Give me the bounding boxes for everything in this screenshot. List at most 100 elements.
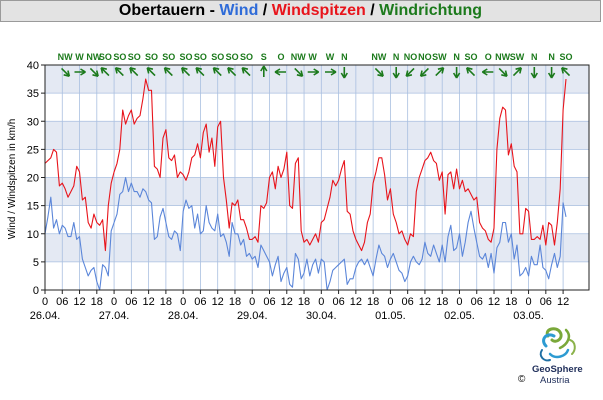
direction-arrow-shape	[114, 66, 124, 77]
direction-arrow-shape	[100, 66, 110, 77]
x-tick-label: 06	[263, 296, 275, 308]
direction-arrow	[195, 66, 205, 77]
direction-arrow-shape	[481, 68, 494, 76]
direction-label: S	[261, 52, 267, 62]
y-tick-label: 40	[27, 60, 39, 72]
direction-label: NO	[418, 52, 432, 62]
y-tick-label: 0	[33, 285, 39, 297]
date-label: 28.04.	[168, 310, 199, 322]
chart-title: Obertauern - Wind / Windspitzen / Windri…	[0, 0, 601, 22]
direction-arrow-shape	[325, 68, 337, 76]
x-tick-label: 0	[249, 296, 255, 308]
direction-arrow-shape	[405, 67, 415, 78]
direction-label: NW	[371, 52, 386, 62]
x-tick-label: 0	[456, 296, 462, 308]
x-tick-label: 18	[505, 296, 517, 308]
direction-label: N	[341, 52, 348, 62]
date-label: 30.04.	[306, 310, 337, 322]
direction-arrow	[294, 67, 304, 78]
x-tick-label: 12	[488, 296, 500, 308]
y-tick-label: 10	[27, 229, 39, 241]
direction-arrow	[325, 68, 337, 76]
date-label: 03.05.	[513, 310, 544, 322]
direction-label: NW	[291, 52, 306, 62]
x-tick-label: 06	[125, 296, 137, 308]
direction-arrow	[227, 66, 237, 77]
direction-label: N	[393, 52, 400, 62]
direction-label: SO	[113, 52, 126, 62]
direction-label: O	[278, 52, 285, 62]
x-tick-label: 0	[42, 296, 48, 308]
direction-arrow	[163, 66, 173, 77]
title-location: Obertauern	[118, 2, 206, 19]
direction-label: W	[75, 52, 84, 62]
direction-arrow-shape	[435, 66, 445, 77]
x-tick-label: 18	[436, 296, 448, 308]
direction-arrow	[392, 67, 400, 79]
x-tick-label: 0	[111, 296, 117, 308]
direction-arrow	[498, 67, 508, 78]
direction-arrow	[74, 68, 86, 76]
direction-arrow-shape	[452, 67, 461, 79]
direction-arrow	[114, 66, 124, 77]
x-tick-label: 06	[194, 296, 206, 308]
direction-arrow-shape	[260, 65, 268, 77]
y-tick-label: 5	[33, 257, 39, 269]
direction-arrow	[146, 66, 156, 77]
y-tick-label: 35	[27, 88, 39, 100]
x-tick-label: 0	[387, 296, 393, 308]
direction-arrow	[465, 66, 476, 77]
direction-arrow-shape	[498, 67, 508, 78]
direction-label: SW	[510, 52, 525, 62]
direction-arrow	[274, 68, 286, 76]
date-label: 27.04.	[99, 310, 130, 322]
direction-label: SO	[464, 52, 477, 62]
direction-label: N	[531, 52, 538, 62]
copyright-mark: ©	[518, 374, 526, 385]
direction-arrow-shape	[512, 66, 523, 77]
direction-arrow-shape	[60, 67, 71, 78]
direction-label: N	[453, 52, 460, 62]
direction-arrow-shape	[129, 66, 139, 77]
direction-label: NW	[495, 52, 510, 62]
date-label: 02.05.	[444, 310, 475, 322]
logo-subtitle: Austria	[540, 375, 570, 386]
direction-arrow-shape	[163, 66, 173, 77]
direction-arrow	[481, 68, 494, 76]
title-separator: /	[365, 2, 380, 19]
direction-arrow-shape	[180, 66, 191, 77]
x-tick-label: 06	[56, 296, 68, 308]
direction-arrow-shape	[530, 67, 538, 79]
direction-label: SW	[432, 52, 447, 62]
x-tick-label: 06	[471, 296, 483, 308]
direction-label: SO	[240, 52, 253, 62]
direction-arrow	[374, 67, 384, 78]
direction-arrow-shape	[374, 67, 384, 78]
geosphere-swirl-icon	[539, 327, 576, 362]
direction-arrow	[547, 67, 556, 79]
direction-arrow	[129, 66, 139, 77]
direction-arrow	[435, 66, 445, 77]
x-tick-label: 06	[402, 296, 414, 308]
title-separator: /	[258, 2, 272, 19]
series-line-windspitzen	[44, 78, 567, 252]
direction-label: NO	[404, 52, 418, 62]
direction-label: SO	[99, 52, 112, 62]
y-tick-label: 30	[27, 116, 39, 128]
direction-arrow-shape	[146, 66, 156, 77]
direction-arrow-shape	[89, 67, 99, 78]
band	[45, 65, 589, 94]
geosphere-logo: © GeoSphere Austria	[516, 326, 596, 388]
direction-arrow	[560, 66, 571, 77]
direction-label: SO	[211, 52, 224, 62]
direction-arrow	[512, 66, 523, 77]
direction-arrow-shape	[241, 66, 251, 77]
direction-arrow-shape	[227, 66, 237, 77]
direction-label: SO	[145, 52, 158, 62]
direction-arrow-shape	[294, 67, 304, 78]
direction-arrow	[260, 65, 268, 77]
x-tick-label: 06	[332, 296, 344, 308]
direction-label: NW	[86, 52, 101, 62]
direction-arrow	[60, 67, 71, 78]
